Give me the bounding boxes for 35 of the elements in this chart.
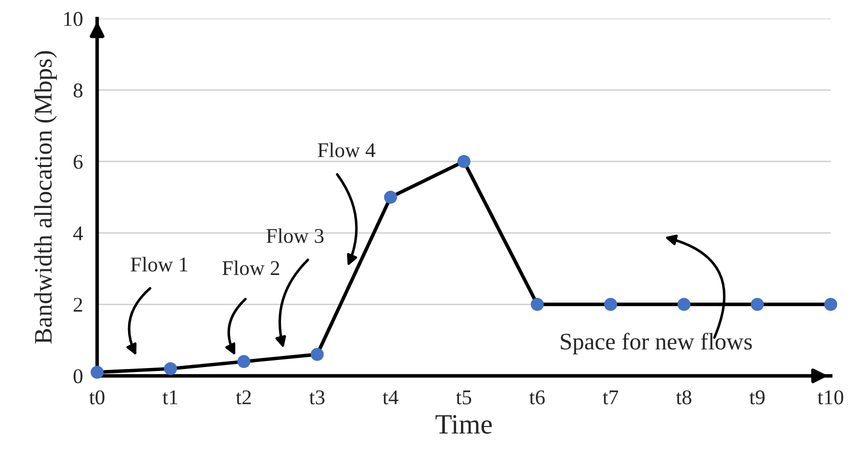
point [750,298,764,311]
x-tick-label: t5 [456,390,472,404]
point [530,298,544,311]
point [384,190,398,204]
point [824,298,838,311]
y-tick-label: 0 [74,369,82,384]
x-tick-label: t8 [676,390,692,404]
x-tick-label: t10 [818,390,844,404]
y-axis-title: Bandwidth allocation (Mbps) [34,51,57,344]
y-tick-label: 2 [74,298,82,312]
y-tick-label: 6 [74,154,83,169]
y-tick-label: 4 [73,226,83,240]
point [457,154,470,168]
point [677,298,690,311]
annotation: Flow 2 [222,260,280,276]
point [90,366,104,379]
point [237,355,250,368]
x-tick-label: t4 [382,390,398,404]
annotation: Flow 1 [130,256,188,272]
y-tick-label: 10 [64,12,82,26]
x-axis-title: Time [436,415,492,434]
x-tick-label: t7 [602,390,618,404]
x-tick-label: t1 [162,390,178,404]
point [310,348,324,361]
annotation: Flow 3 [266,228,324,243]
point [164,362,177,376]
annotation: Flow 4 [318,142,376,158]
x-tick-label: t6 [529,390,545,404]
x-tick-label: t3 [309,390,324,404]
x-tick-label: t2 [236,390,251,404]
x-tick-label: t9 [749,390,765,404]
x-tick-label: t0 [89,390,104,404]
annotation: Space for new flows [560,332,752,354]
y-tick-label: 8 [74,83,82,98]
point [604,298,618,311]
